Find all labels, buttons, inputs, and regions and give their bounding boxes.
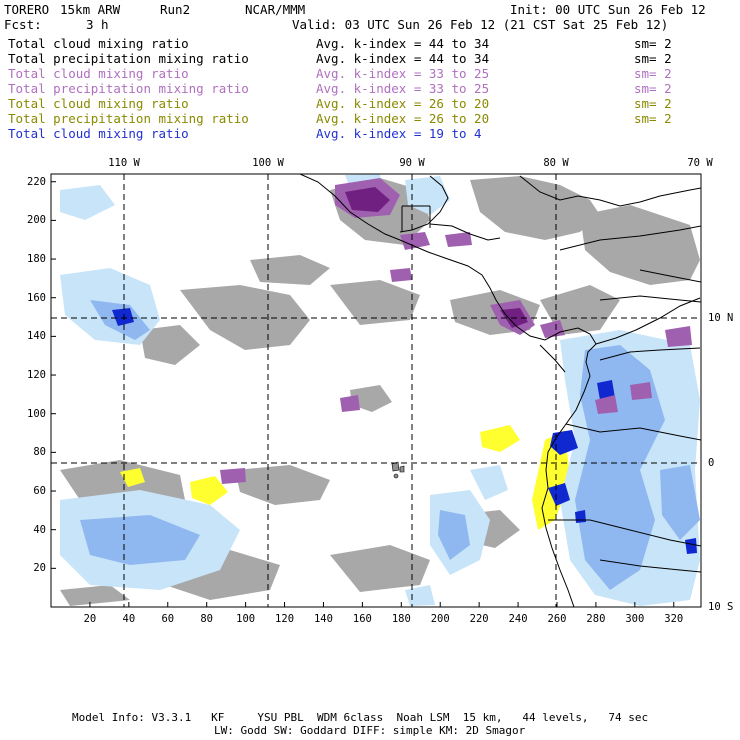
x-tick-label: 240 [508, 613, 528, 625]
map-field-layer [60, 174, 701, 607]
legend-field: Total cloud mixing ratio [8, 96, 189, 111]
legend-field: Total precipitation mixing ratio [8, 51, 249, 66]
plot-frame [50, 173, 702, 608]
y-tick-label: 180 [27, 253, 46, 266]
legend-sm: sm= 2 [634, 96, 672, 111]
legend-sm: sm= 2 [634, 66, 672, 81]
y-tick-label: 120 [27, 369, 46, 382]
y-tick-label: 160 [27, 291, 46, 304]
y-tick-label: 60 [33, 485, 46, 498]
y-tick-label: 200 [27, 214, 46, 227]
legend-field: Total cloud mixing ratio [8, 36, 189, 51]
header-fcst-value: 3 h [86, 17, 109, 32]
legend-kindex: Avg. k-index = 26 to 20 [316, 96, 490, 111]
x-tick-label: 40 [122, 613, 136, 625]
header-run: Run2 [160, 2, 191, 17]
y-tick-label: 40 [33, 523, 46, 536]
x-tick-label: 60 [161, 613, 175, 625]
legend-sm: sm= 2 [634, 36, 672, 51]
header-valid: Valid: 03 UTC Sun 26 Feb 12 (21 CST Sat … [292, 17, 669, 32]
y-tick-label: 20 [33, 562, 46, 575]
x-tick-label: 300 [625, 613, 645, 625]
x-tick-label: 200 [430, 613, 450, 625]
header-init: Init: 00 UTC Sun 26 Feb 12 [510, 2, 706, 17]
lat-label: 0 [708, 457, 715, 469]
footer-physics-info: LW: Godd SW: Goddard DIFF: simple KM: 2D… [214, 724, 526, 737]
legend-sm: sm= 2 [634, 51, 672, 66]
lon-label: 70 W [687, 157, 713, 169]
legend-kindex: Avg. k-index = 26 to 20 [316, 111, 490, 126]
x-tick-label: 120 [275, 613, 295, 625]
x-tick-label: 100 [236, 613, 256, 625]
x-tick-label: 160 [352, 613, 372, 625]
cloud-field-dark-blue [112, 308, 697, 554]
graticule [51, 174, 701, 607]
y-tick-label: 220 [27, 175, 46, 188]
lon-label: 80 W [543, 157, 569, 169]
x-tick-label: 20 [83, 613, 97, 625]
x-tick-label: 180 [391, 613, 411, 625]
legend-kindex: Avg. k-index = 44 to 34 [316, 36, 490, 51]
legend-kindex: Avg. k-index = 19 to 4 [316, 126, 482, 141]
coastline [299, 174, 701, 607]
x-tick-label: 140 [313, 613, 333, 625]
header-center: NCAR/MMM [245, 2, 306, 17]
tick-marks [51, 181, 675, 607]
x-tick-label: 320 [664, 613, 684, 625]
lon-label: 100 W [252, 157, 284, 169]
header-model: 15km ARW [60, 2, 121, 17]
galapagos-islands [391, 461, 405, 479]
lat-label: 10 S [708, 601, 734, 613]
legend-sm: sm= 2 [634, 111, 672, 126]
x-tick-label: 260 [547, 613, 567, 625]
legend-field: Total cloud mixing ratio [8, 126, 189, 141]
legend-sm: sm= 2 [634, 81, 672, 96]
x-tick-label: 280 [586, 613, 606, 625]
legend-kindex: Avg. k-index = 33 to 25 [316, 81, 490, 96]
legend-field: Total cloud mixing ratio [8, 66, 189, 81]
footer-model-info: Model Info: V3.3.1 KF YSU PBL WDM 6class… [72, 711, 649, 724]
lat-label: 10 N [708, 312, 734, 324]
y-tick-label: 80 [33, 446, 46, 459]
x-tick-label: 80 [200, 613, 214, 625]
header-fcst-label: Fcst: [4, 17, 42, 32]
y-tick-label: 140 [27, 330, 46, 343]
lon-label: 110 W [108, 157, 140, 169]
y-tick-label: 100 [27, 407, 46, 420]
legend-kindex: Avg. k-index = 44 to 34 [316, 51, 490, 66]
legend-field: Total precipitation mixing ratio [8, 111, 249, 126]
legend-field: Total precipitation mixing ratio [8, 81, 249, 96]
header-project: TORERO [4, 2, 50, 17]
legend-kindex: Avg. k-index = 33 to 25 [316, 66, 490, 81]
x-tick-label: 220 [469, 613, 489, 625]
lon-label: 90 W [399, 157, 425, 169]
